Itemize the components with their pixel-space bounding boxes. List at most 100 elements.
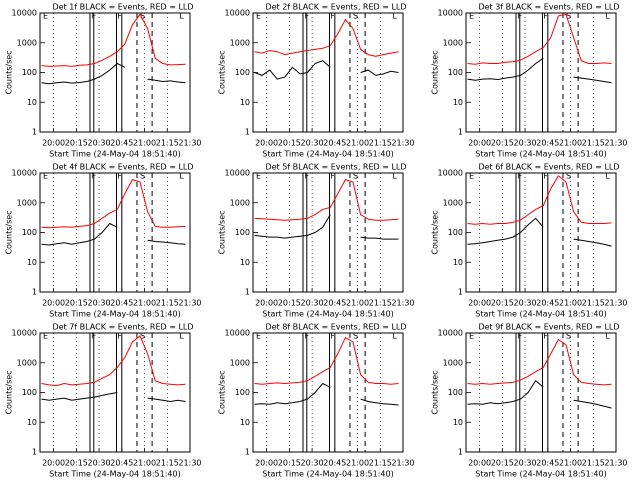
annotation: S <box>566 332 571 341</box>
x-axis-label: Start Time (24-May-04 18:51:40) <box>262 150 393 159</box>
y-tick-label: 1 <box>32 448 37 457</box>
y-tick-label: 1 <box>32 288 37 297</box>
annotation: L <box>179 172 184 181</box>
x-tick-label: 21:00 <box>559 299 582 308</box>
x-tick-label: 20:30 <box>88 459 111 468</box>
x-tick-label: 21:00 <box>133 459 156 468</box>
x-tick-label: 20:15 <box>65 459 88 468</box>
chart-title: Det 9f BLACK = Events, RED = LLD <box>478 323 619 332</box>
y-tick-label: 100 <box>22 68 37 77</box>
series-line <box>467 175 612 225</box>
x-tick-label: 20:00 <box>468 299 491 308</box>
annotation: S <box>566 12 571 21</box>
y-tick-label: 1000 <box>17 358 37 367</box>
y-tick-label: 10000 <box>12 9 37 18</box>
y-axis-label: Counts/sec <box>5 210 14 254</box>
annotation: F <box>330 172 335 181</box>
y-tick-label: 10000 <box>438 169 463 178</box>
y-tick-label: 100 <box>235 68 250 77</box>
y-axis-label: Counts/sec <box>218 210 227 254</box>
x-axis-label: Start Time (24-May-04 18:51:40) <box>262 310 393 319</box>
x-tick-label: 21:15 <box>156 139 179 148</box>
x-tick-label: 21:30 <box>178 459 201 468</box>
x-axis-label: Start Time (24-May-04 18:51:40) <box>49 310 180 319</box>
y-tick-label: 10000 <box>225 9 250 18</box>
x-tick-label: 20:00 <box>255 459 278 468</box>
series-line <box>254 214 399 240</box>
y-axis-label: Counts/sec <box>218 50 227 94</box>
x-tick-label: 20:45 <box>110 139 133 148</box>
x-axis-label: Start Time (24-May-04 18:51:40) <box>49 150 180 159</box>
y-tick-label: 10 <box>27 258 37 267</box>
annotation: S <box>140 12 145 21</box>
x-tick-label: 20:15 <box>278 459 301 468</box>
annotation: L <box>392 172 397 181</box>
x-tick-label: 21:00 <box>346 139 369 148</box>
plot-frame <box>39 332 191 453</box>
plot-frame <box>465 172 617 293</box>
y-tick-label: 1 <box>458 448 463 457</box>
x-tick-label: 20:30 <box>301 299 324 308</box>
x-tick-label: 20:15 <box>65 299 88 308</box>
y-tick-label: 1000 <box>230 198 250 207</box>
x-tick-label: 21:00 <box>133 299 156 308</box>
series-line <box>467 57 612 84</box>
y-tick-label: 1 <box>245 288 250 297</box>
annotation: F <box>92 12 97 21</box>
series-line <box>254 336 399 385</box>
x-tick-label: 20:00 <box>468 459 491 468</box>
x-tick-label: 20:30 <box>514 139 537 148</box>
plot-frame <box>465 332 617 453</box>
x-tick-label: 20:45 <box>323 139 346 148</box>
x-tick-label: 21:30 <box>604 299 627 308</box>
annotation: L <box>605 12 610 21</box>
chart-title: Det 5f BLACK = Events, RED = LLD <box>265 163 406 172</box>
chart-title: Det 7f BLACK = Events, RED = LLD <box>52 323 193 332</box>
x-tick-label: 21:15 <box>369 139 392 148</box>
annotation: S <box>140 172 145 181</box>
y-tick-label: 10 <box>27 418 37 427</box>
chart-title: Det 6f BLACK = Events, RED = LLD <box>478 163 619 172</box>
x-tick-label: 21:00 <box>133 139 156 148</box>
y-tick-label: 1000 <box>230 358 250 367</box>
annotation: F <box>518 332 523 341</box>
y-tick-label: 10000 <box>225 329 250 338</box>
x-tick-label: 21:00 <box>559 139 582 148</box>
annotation: E <box>43 172 48 181</box>
annotation: S <box>353 12 358 21</box>
y-tick-label: 100 <box>22 388 37 397</box>
y-tick-label: 100 <box>22 228 37 237</box>
y-tick-label: 1000 <box>230 38 250 47</box>
x-tick-label: 21:15 <box>156 299 179 308</box>
x-tick-label: 20:45 <box>323 459 346 468</box>
x-tick-label: 20:45 <box>110 299 133 308</box>
x-tick-label: 20:30 <box>88 139 111 148</box>
annotation: S <box>353 172 358 181</box>
x-axis-label: Start Time (24-May-04 18:51:40) <box>475 310 606 319</box>
y-tick-label: 10000 <box>12 169 37 178</box>
plot-frame <box>252 332 404 453</box>
x-tick-label: 20:00 <box>255 299 278 308</box>
plot-frame <box>465 12 617 133</box>
annotation: F <box>518 172 523 181</box>
annotation: F <box>117 12 122 21</box>
x-tick-label: 21:30 <box>604 459 627 468</box>
chart-title: Det 8f BLACK = Events, RED = LLD <box>265 323 406 332</box>
y-tick-label: 100 <box>235 388 250 397</box>
x-tick-label: 20:45 <box>536 299 559 308</box>
annotation: E <box>256 172 261 181</box>
chart-title: Det 1f BLACK = Events, RED = LLD <box>52 3 193 12</box>
y-tick-label: 1000 <box>17 198 37 207</box>
annotation: E <box>43 12 48 21</box>
series-line <box>254 382 399 406</box>
annotation: F <box>117 332 122 341</box>
y-tick-label: 10 <box>27 98 37 107</box>
series-line <box>254 60 399 80</box>
y-axis-label: Counts/sec <box>431 50 440 94</box>
annotation: F <box>117 172 122 181</box>
x-tick-label: 21:15 <box>582 299 605 308</box>
x-tick-label: 20:45 <box>536 459 559 468</box>
x-tick-label: 20:00 <box>468 139 491 148</box>
x-tick-label: 21:30 <box>391 139 414 148</box>
